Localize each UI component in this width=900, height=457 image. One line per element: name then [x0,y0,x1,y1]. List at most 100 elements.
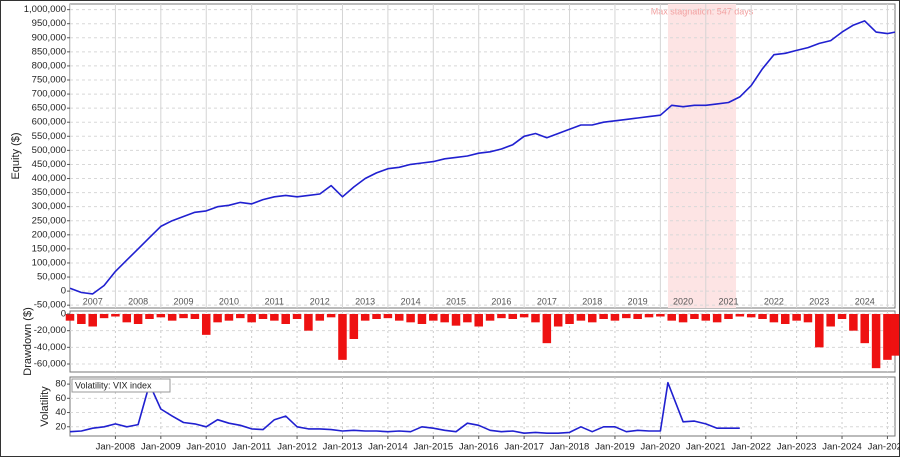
x-tick-label: 2023 [809,296,829,306]
y-tick-label: -60,000 [34,359,66,370]
x-tick-label: Jan-2011 [232,442,271,453]
panel [69,3,896,309]
drawdown-bar [622,314,631,319]
drawdown-bar [122,314,132,323]
y-tick-label: 50,000 [37,272,66,283]
x-tick-label: Jan-2010 [186,442,226,453]
drawdown-bar [678,314,688,323]
y-tick-label: 150,000 [32,243,66,254]
x-tick-label: 2024 [855,296,875,306]
drawdown-bar [201,314,211,335]
drawdown-bar [360,314,370,321]
drawdown-bar [372,314,381,319]
drawdown-bar [224,314,234,321]
y-tick-label: 750,000 [32,75,66,86]
y-tick-label: 0 [61,286,66,297]
y-axis-title: Equity ($) [10,132,22,179]
drawdown-bar [769,314,779,323]
x-tick-label: Jan-2009 [141,442,181,453]
drawdown-bar [111,314,120,317]
x-tick-label: Jan-2016 [459,442,499,453]
drawdown-bar [77,314,86,324]
x-tick-label: Jan-2019 [595,442,635,453]
drawdown-bar [213,314,222,323]
drawdown-bar [667,314,676,321]
x-tick-label: 2014 [401,296,421,306]
drawdown-bar [133,314,143,324]
drawdown-bar [724,314,733,319]
y-tick-label: 450,000 [32,159,66,170]
drawdown-bar [542,314,552,344]
drawdown-bar [179,314,188,319]
x-tick-label: 2022 [764,296,784,306]
x-tick-label: Jan-2014 [368,442,408,453]
y-axis-title: Volatility [39,386,51,427]
drawdown-bar [65,314,75,321]
drawdown-bar [394,314,404,321]
drawdown-bar [871,314,881,369]
y-tick-label: -50,000 [34,300,66,311]
y-tick-label: 800,000 [32,60,66,71]
drawdown-bar [690,314,699,319]
drawdown-bar [531,314,540,323]
drawdown-bar [837,314,847,319]
drawdown-bar [780,314,790,324]
data-line [70,20,895,295]
y-tick-label: 350,000 [32,187,66,198]
y-tick-label: 80 [55,379,66,390]
drawdown-bar [463,314,472,323]
drawdown-bar [565,314,574,324]
drawdown-bar [519,314,529,318]
x-tick-label: 2011 [265,296,284,306]
drawdown-bar [145,314,154,319]
drawdown-bar [383,314,393,319]
stagnation-label: Max stagnation: 547 days [651,6,754,16]
data-line [69,381,740,435]
drawdown-bar [474,314,483,327]
drawdown-bar [406,314,415,323]
drawdown-bar [712,314,722,323]
drawdown-bar [803,314,813,323]
x-tick-label: 2007 [83,296,103,306]
drawdown-bar [190,314,200,319]
drawdown-bar [99,314,109,319]
drawdown-bar [315,314,325,321]
drawdown-bar [849,314,858,331]
y-tick-label: 0 [61,309,66,320]
x-tick-label: Jan-2008 [96,442,136,453]
stagnation-band [667,4,737,308]
drawdown-bar [326,314,336,318]
drawdown-bar [88,314,97,327]
x-tick-label: 2015 [446,296,466,306]
drawdown-bar [417,314,427,324]
drawdown-bar [270,314,279,321]
drawdown-bar [440,314,449,323]
drawdown-bar [349,314,359,339]
x-tick-label: Jan-2012 [277,442,317,453]
x-tick-label: 2017 [537,296,557,306]
plot-area: Max stagnation: 547 days 2007 2008 2009 2010… [70,4,895,308]
y-tick-label: 40 [55,407,66,418]
drawdown-bar [610,314,620,321]
legend-box [71,378,171,393]
drawdown-bar [156,314,166,318]
drawdown-bar [247,314,256,323]
drawdown-bar [485,314,495,321]
drawdown-bar [576,314,586,321]
drawdown-bar [701,314,711,321]
drawdown-bar [746,314,756,318]
y-tick-label: -40,000 [34,342,66,353]
drawdown-bar [258,314,268,319]
y-tick-label: 300,000 [32,201,66,212]
drawdown-bar [826,314,835,327]
drawdown-bar [553,314,563,327]
drawdown-bar [587,314,597,323]
drawdown-bar [451,314,461,326]
y-tick-label: 500,000 [32,145,66,156]
drawdown-bar [656,314,665,317]
y-tick-label: 200,000 [32,229,66,240]
drawdown-bar [890,314,900,356]
drawdown-bar [860,314,869,344]
x-tick-label: Jan-2015 [413,442,453,453]
drawdown-bar [236,314,245,319]
